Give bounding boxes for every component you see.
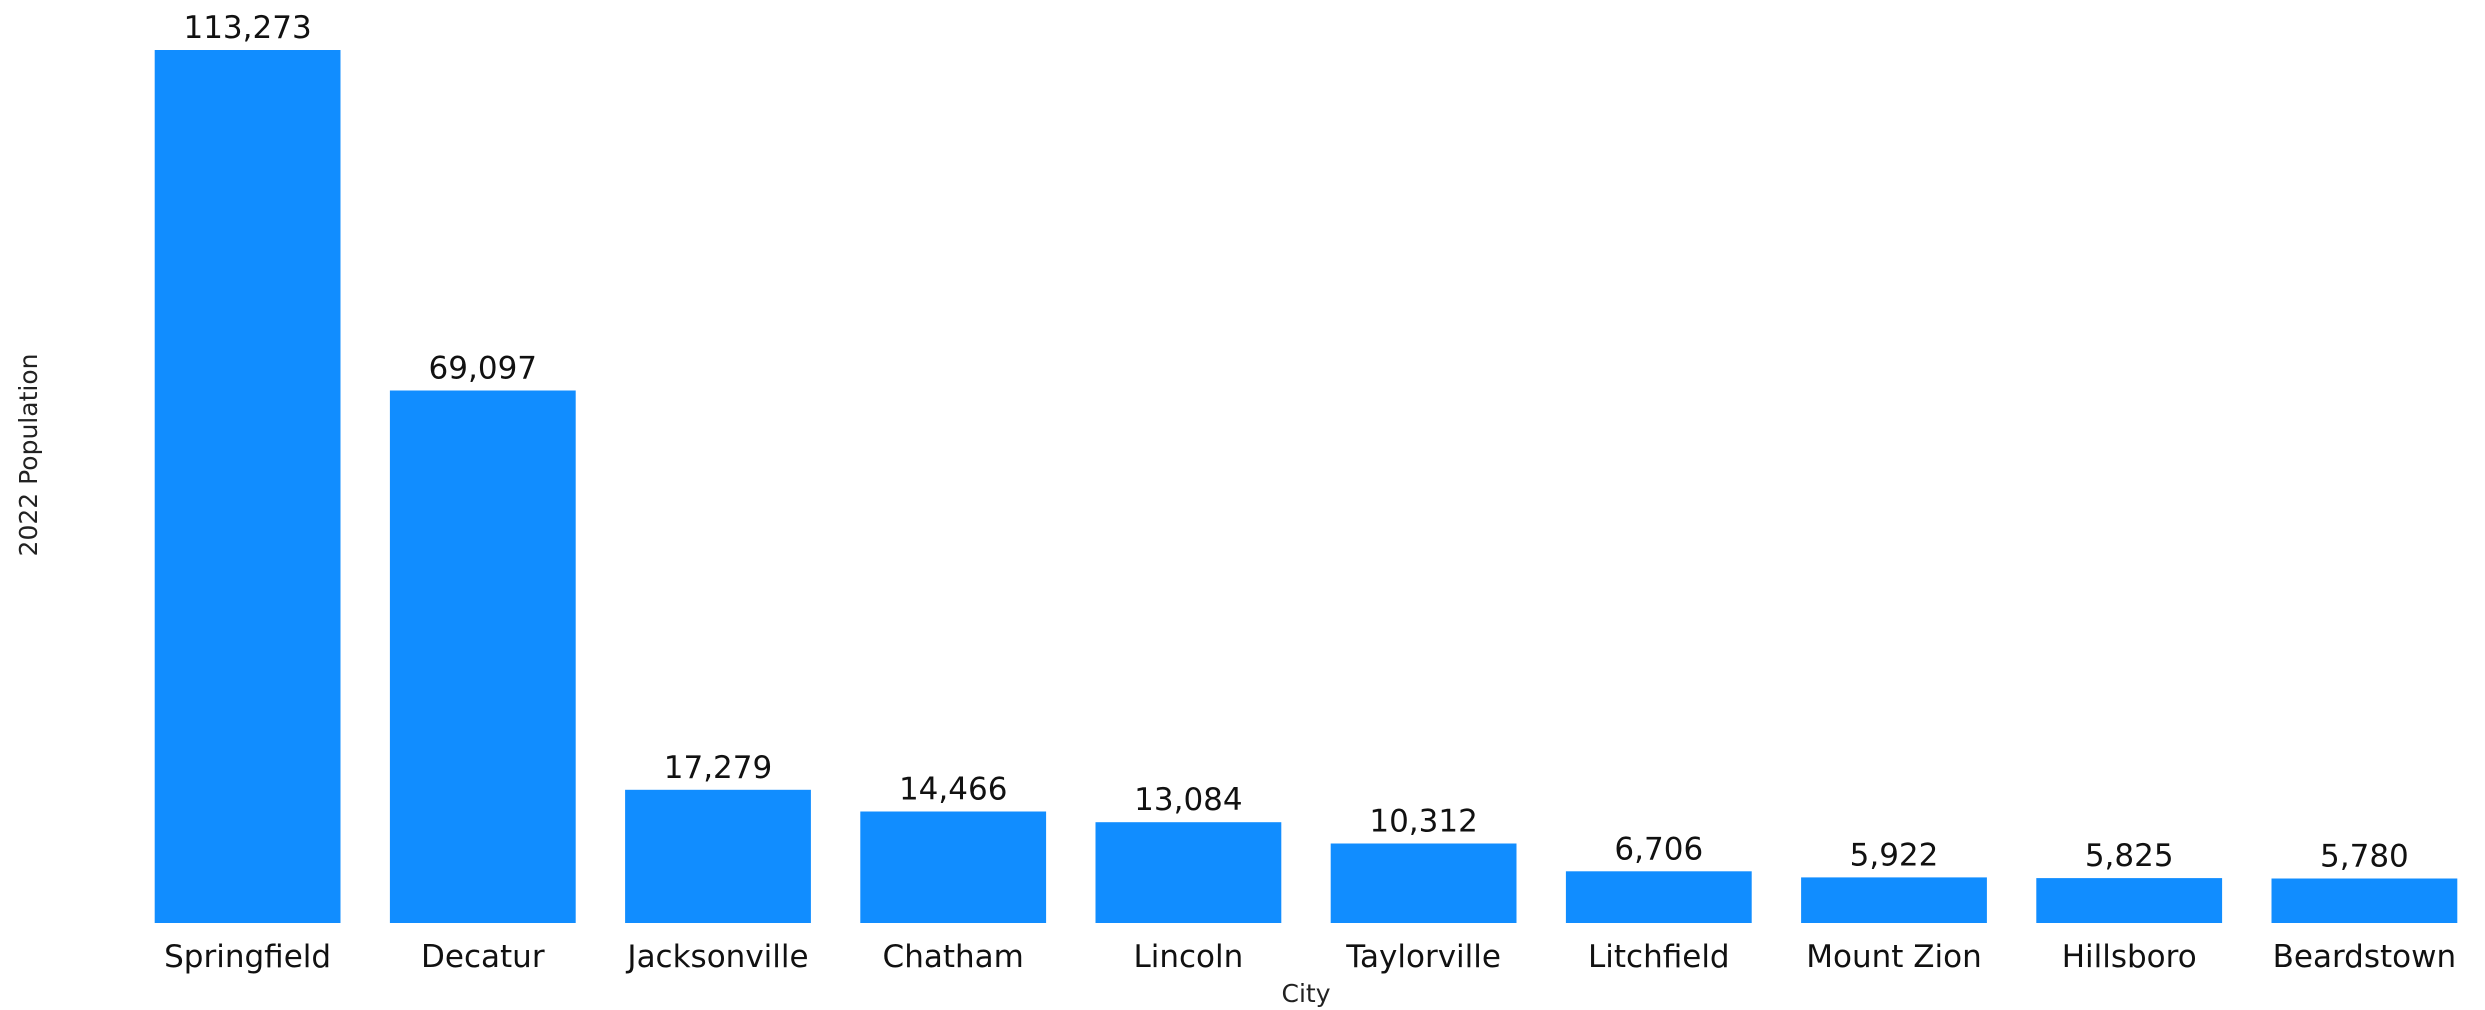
data-label: 5,780: [2320, 839, 2409, 875]
data-label: 17,279: [664, 750, 772, 786]
data-label: 13,084: [1134, 782, 1242, 818]
y-axis-title: 2022 Population: [14, 354, 43, 557]
x-tick-label: Taylorville: [1345, 939, 1501, 975]
bar-chatham[interactable]: [860, 811, 1047, 924]
data-label: 5,922: [1850, 837, 1939, 873]
bar-taylorville[interactable]: [1330, 843, 1517, 924]
x-axis-title: City: [1282, 979, 1331, 1008]
bar-litchfield[interactable]: [1565, 871, 1752, 923]
bar-springfield[interactable]: [154, 50, 341, 923]
bar-jacksonville[interactable]: [625, 789, 811, 923]
value-labels-layer: 113,273 69,097 17,279 14,466 13,084 10,312 6,7…: [183, 10, 2408, 875]
data-label: 113,273: [183, 10, 311, 46]
bar-lincoln[interactable]: [1095, 822, 1282, 923]
x-tick-label: Lincoln: [1133, 939, 1243, 975]
x-tick-label: Decatur: [421, 939, 545, 975]
data-label: 69,097: [429, 351, 537, 387]
data-label: 6,706: [1614, 831, 1703, 867]
x-tick-label: Chatham: [883, 939, 1024, 975]
data-label: 5,825: [2085, 838, 2174, 874]
bars-layer: [154, 50, 2458, 924]
bar-hillsboro[interactable]: [2036, 878, 2223, 923]
data-label: 14,466: [899, 772, 1007, 808]
bar-beardstown[interactable]: [2271, 878, 2458, 924]
x-tick-labels: Springfield Decatur Jacksonville Chatham Lin…: [164, 939, 2456, 975]
x-tick-label: Jacksonville: [625, 939, 808, 975]
x-tick-label: Springfield: [164, 939, 331, 975]
x-tick-label: Hillsboro: [2062, 939, 2197, 975]
x-tick-label: Beardstown: [2273, 939, 2457, 975]
x-tick-label: Mount Zion: [1806, 939, 1981, 975]
bar-mount-zion[interactable]: [1801, 877, 1987, 923]
bar-decatur[interactable]: [389, 390, 576, 924]
x-tick-label: Litchfield: [1588, 939, 1730, 975]
data-label: 10,312: [1369, 804, 1477, 840]
